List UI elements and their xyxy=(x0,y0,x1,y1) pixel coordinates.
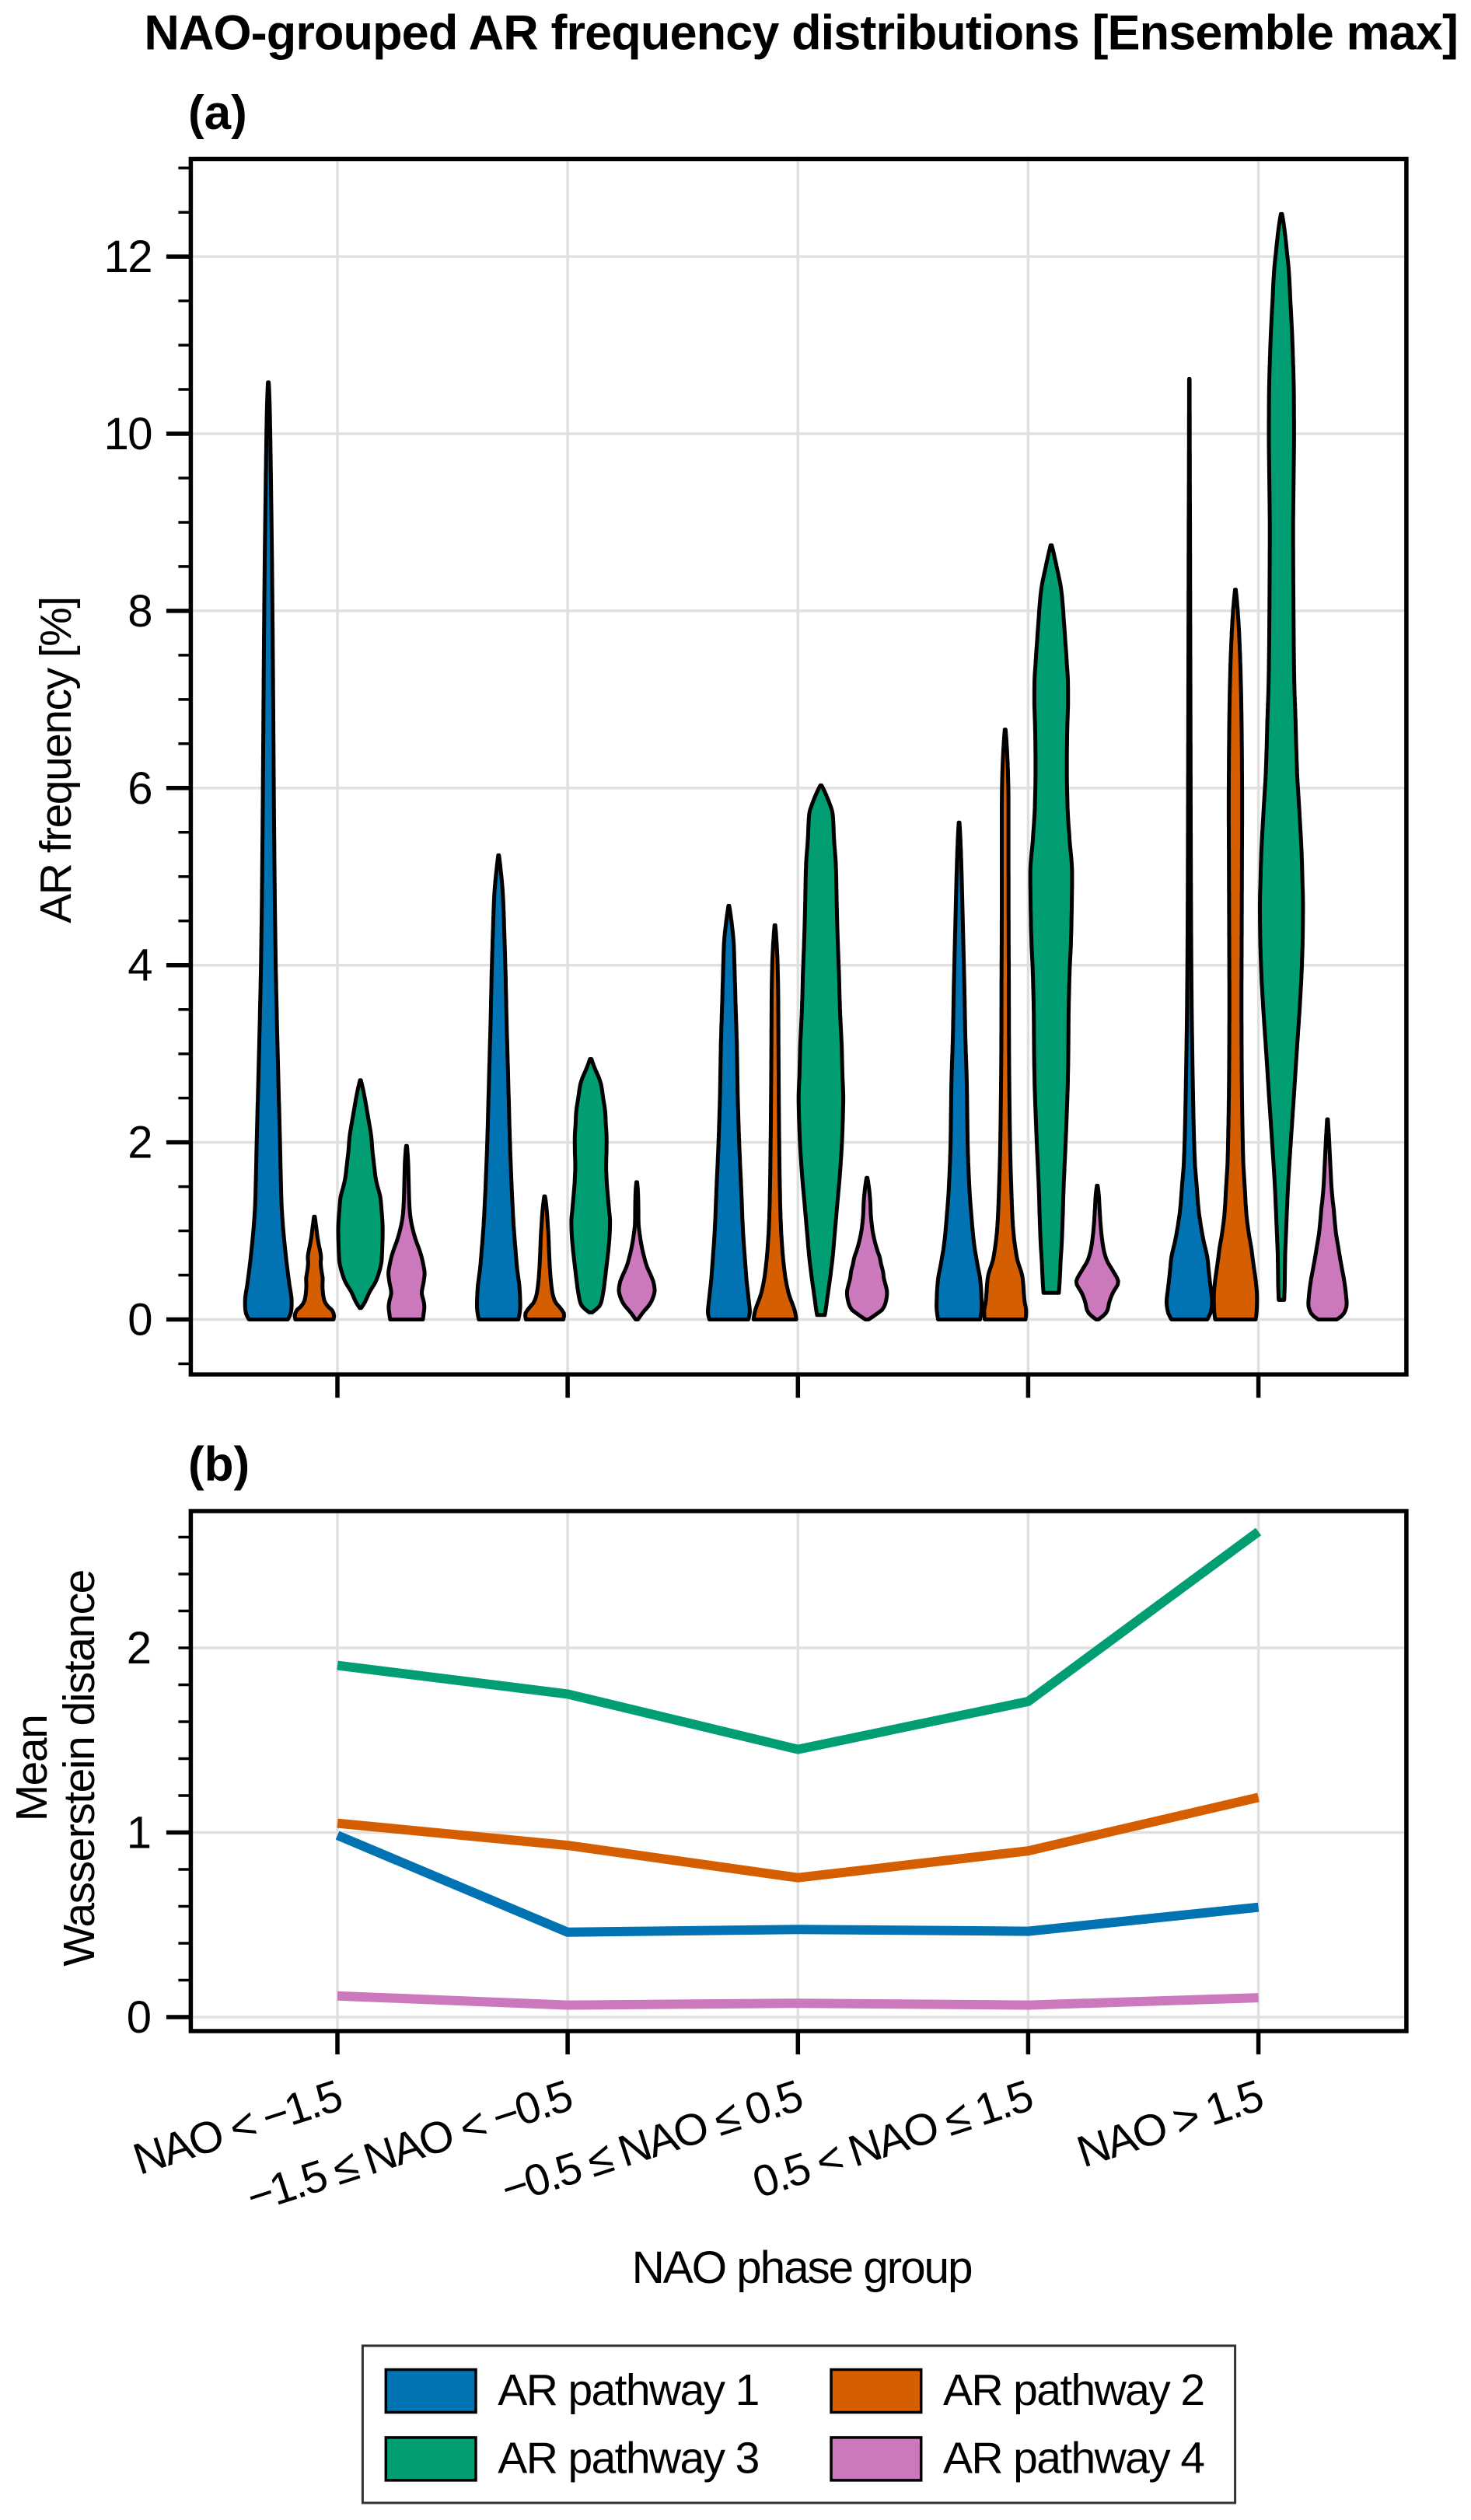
svg-text:8: 8 xyxy=(128,586,152,637)
svg-text:2: 2 xyxy=(127,1623,152,1674)
svg-text:0: 0 xyxy=(128,1295,152,1346)
svg-text:NAO-grouped AR frequency distr: NAO-grouped AR frequency distributions [… xyxy=(144,6,1458,61)
svg-text:(a): (a) xyxy=(188,86,247,140)
svg-text:6: 6 xyxy=(128,763,152,814)
svg-text:AR pathway 3: AR pathway 3 xyxy=(498,2433,758,2483)
svg-text:Mean: Mean xyxy=(7,1715,57,1822)
svg-text:1: 1 xyxy=(127,1808,152,1859)
svg-text:AR pathway 1: AR pathway 1 xyxy=(498,2365,758,2415)
svg-text:NAO phase group: NAO phase group xyxy=(632,2243,972,2293)
svg-text:(b): (b) xyxy=(188,1438,250,1492)
svg-text:10: 10 xyxy=(103,409,152,459)
svg-text:2: 2 xyxy=(128,1118,152,1168)
svg-text:12: 12 xyxy=(103,232,152,282)
svg-text:AR frequency [%]: AR frequency [%] xyxy=(31,597,81,923)
svg-text:AR pathway 2: AR pathway 2 xyxy=(943,2365,1204,2415)
svg-text:0: 0 xyxy=(127,1992,152,2043)
svg-text:4: 4 xyxy=(128,941,152,991)
svg-text:AR pathway 4: AR pathway 4 xyxy=(943,2433,1204,2483)
svg-text:Wasserstein distance: Wasserstein distance xyxy=(54,1570,104,1967)
